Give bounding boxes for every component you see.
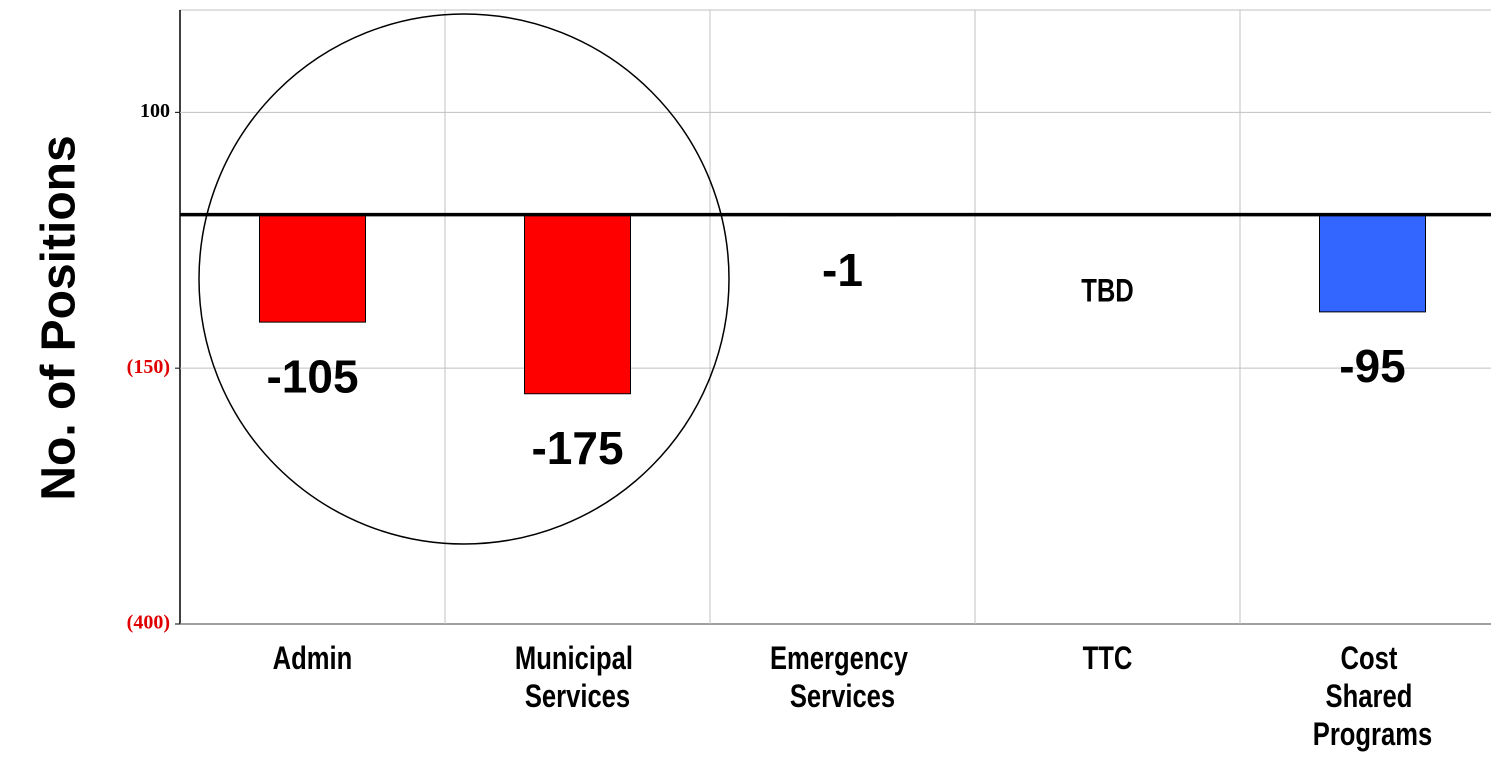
bar: [524, 214, 631, 395]
y-tick-label: (400): [127, 612, 170, 634]
data-label: -95: [1339, 340, 1405, 392]
y-tick-label: (150): [127, 356, 170, 378]
highlight-circle: [198, 13, 730, 545]
data-label: -105: [266, 350, 358, 402]
data-label: TBD: [1081, 274, 1134, 309]
x-tick-label: Admin: [273, 641, 353, 676]
bar: [1319, 214, 1426, 313]
bar: [259, 214, 366, 323]
x-tick-label: Cost Shared Programs: [1313, 641, 1432, 752]
x-tick-label: TTC: [1083, 641, 1133, 676]
data-label: -175: [531, 422, 623, 474]
x-tick-label: Emergency Services: [770, 641, 915, 714]
y-axis-title: No. of Positions: [33, 135, 86, 500]
y-tick-label: 100: [140, 100, 170, 122]
data-label: -1: [822, 244, 863, 296]
x-tick-label: Municipal Services: [515, 641, 640, 714]
